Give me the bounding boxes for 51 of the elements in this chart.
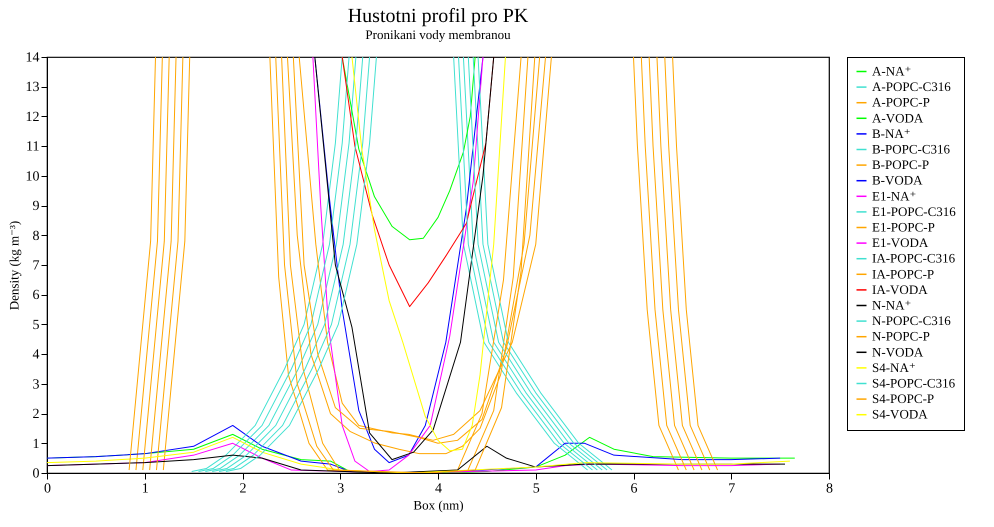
y-tick-label: 9	[32, 199, 40, 214]
legend-label: E1-VODA	[872, 235, 929, 250]
y-tick-label: 11	[26, 140, 40, 155]
legend-label: A-POPC-C316	[872, 79, 952, 94]
x-tick-label: 1	[142, 482, 149, 496]
chart-title: Hustotni profil pro PK	[348, 5, 529, 27]
legend-label: S4-POPC-P	[872, 391, 934, 406]
x-tick-label: 7	[728, 482, 736, 496]
x-axis-title: Box (nm)	[413, 498, 464, 512]
y-tick-label: 13	[26, 80, 40, 96]
y-axis-title: Density (kg m⁻³)	[6, 220, 22, 310]
legend-label: S4-VODA	[872, 406, 928, 422]
legend-label: B-POPC-C316	[872, 142, 951, 156]
legend-label: B-NA⁺	[872, 126, 911, 141]
y-tick-label: 10	[26, 169, 40, 184]
legend-label: IA-POPC-C316	[872, 250, 956, 266]
x-tick-label: 8	[826, 482, 833, 496]
y-tick-label: 1	[32, 436, 40, 452]
y-tick-label: 3	[32, 377, 40, 392]
y-tick-label: 8	[32, 228, 40, 244]
legend-label: N-VODA	[872, 344, 924, 360]
legend-label: E1-POPC-P	[872, 220, 935, 234]
x-tick-label: 0	[44, 482, 51, 496]
legend-label: N-POPC-C316	[872, 313, 952, 328]
chart-subtitle: Pronikani vody membranou	[365, 27, 512, 42]
legend-label: A-VODA	[872, 110, 924, 126]
x-tick-label: 6	[630, 482, 638, 496]
legend-label: IA-POPC-P	[872, 266, 934, 282]
legend-label: B-VODA	[872, 172, 924, 188]
y-tick-label: 6	[32, 288, 40, 304]
y-tick-label: 12	[26, 110, 40, 125]
x-tick-label: 2	[240, 482, 246, 496]
legend-label: N-NA⁺	[872, 298, 912, 312]
y-tick-label: 5	[32, 318, 40, 333]
legend-label: S4-NA⁺	[872, 360, 916, 375]
y-tick-label: 2	[32, 407, 40, 422]
legend-label: A-NA⁺	[872, 64, 912, 78]
y-tick-label: 0	[32, 466, 40, 482]
legend-label: A-POPC-P	[872, 94, 930, 110]
legend-label: IA-VODA	[872, 282, 928, 297]
x-tick-label: 5	[532, 482, 540, 496]
y-tick-label: 14	[26, 50, 40, 66]
legend-label: N-POPC-P	[872, 328, 930, 344]
x-tick-label: 3	[337, 482, 344, 496]
legend-label: E1-POPC-C316	[872, 204, 956, 219]
y-tick-label: 7	[32, 258, 40, 274]
y-tick-label: 4	[32, 348, 40, 363]
legend-label: B-POPC-P	[872, 157, 930, 172]
x-tick-label: 4	[435, 482, 442, 496]
legend-label: S4-POPC-C316	[872, 376, 956, 390]
legend-label: E1-NA⁺	[872, 188, 916, 204]
